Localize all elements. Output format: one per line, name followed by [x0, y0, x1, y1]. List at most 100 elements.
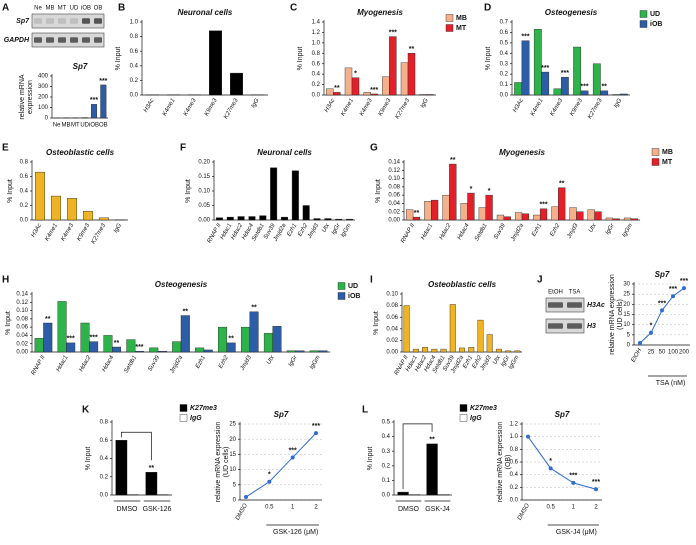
- chart-title: Myogenesis: [499, 148, 545, 157]
- bar: [291, 170, 299, 221]
- panel-label: G: [370, 143, 378, 154]
- bar: [270, 167, 278, 221]
- bar: [594, 211, 602, 221]
- x-tick-label: Ezh1: [531, 223, 543, 238]
- significance: ***: [67, 336, 75, 343]
- x-tick-label: DMSO: [398, 506, 420, 513]
- bar: [437, 494, 449, 496]
- y-axis-label-note: (UD cells): [617, 299, 624, 330]
- y-tick-label: 0.4: [382, 434, 391, 440]
- significance: *: [549, 458, 552, 465]
- y-tick-label: 0.2: [382, 463, 391, 469]
- y-tick-label: 0.4: [510, 472, 519, 478]
- gel-lane-label: OB: [94, 6, 103, 12]
- point: [682, 286, 686, 291]
- y-tick-label: 0.2: [20, 203, 29, 209]
- bar: [576, 211, 584, 221]
- significance: **: [183, 308, 189, 315]
- bar: [112, 346, 122, 353]
- panel-label: I: [370, 275, 373, 286]
- gel-lane-label: iOB: [81, 6, 91, 12]
- significance: **: [414, 210, 420, 217]
- y-tick-label: 0.8: [100, 420, 109, 426]
- significance: ***: [541, 65, 549, 72]
- bar: [351, 77, 360, 96]
- gel-band: [58, 37, 66, 43]
- x-tick-label: 25: [648, 350, 655, 356]
- x-tick-label: K4me1: [340, 98, 355, 117]
- bar: [309, 350, 319, 353]
- y-tick-label: 5: [627, 332, 631, 338]
- x-tick-label: 1: [291, 505, 295, 511]
- bar: [587, 209, 595, 221]
- bar: [558, 187, 566, 221]
- bar: [240, 326, 250, 353]
- x-tick-label: Setdb1: [124, 355, 139, 374]
- y-tick-label: 300: [38, 84, 49, 90]
- gel-band: [34, 18, 42, 24]
- legend-swatch: [337, 292, 346, 300]
- bar: [553, 88, 562, 96]
- bar: [98, 217, 109, 221]
- legend-label: IgG: [190, 415, 202, 422]
- point: [267, 479, 272, 484]
- bar: [514, 212, 523, 221]
- significance: **: [429, 437, 435, 444]
- x-tick-label: 50: [659, 350, 666, 356]
- x-tick-label: 1: [572, 505, 576, 511]
- bar: [422, 347, 429, 353]
- y-tick-label: 1.2: [312, 30, 321, 36]
- bar: [324, 218, 332, 221]
- y-tick-label: 0.10: [386, 292, 398, 298]
- y-axis-label: relative mRNA expression: [215, 422, 222, 503]
- x-tick-label: OB: [99, 123, 108, 129]
- y-axis-label: % Input: [485, 47, 492, 71]
- x-tick-label: H3Ac: [31, 223, 44, 239]
- significance: **: [409, 46, 415, 53]
- legend-label: IgG: [470, 415, 482, 422]
- gel-band: [82, 18, 90, 24]
- bar: [569, 207, 577, 221]
- gel-band: [58, 18, 66, 24]
- significance: **: [334, 85, 340, 92]
- bar: [431, 348, 438, 353]
- x-tick-label: IgGm: [621, 223, 634, 239]
- y-tick-label: 400: [38, 74, 49, 80]
- legend-label: K27me3: [190, 405, 217, 412]
- y-tick-label: 0.0: [510, 498, 519, 504]
- y-tick-label: 0.00: [198, 218, 210, 224]
- x-tick-label: Ezh2: [218, 354, 230, 369]
- x-tick-label: Jmjd3: [306, 222, 320, 240]
- x-tick-label: 0.5: [546, 505, 555, 511]
- y-tick-label: 200: [38, 95, 49, 101]
- y-tick-label: 10: [229, 467, 236, 473]
- legend-swatch: [445, 14, 454, 22]
- x-tick-label: 0.5: [265, 505, 274, 511]
- y-axis-label-note: expression: [27, 80, 34, 114]
- legend-swatch: [639, 10, 648, 18]
- y-tick-label: 0.0: [382, 493, 391, 499]
- bar: [286, 350, 296, 353]
- y-tick-label: 5: [233, 482, 237, 488]
- y-tick-label: 0.06: [386, 315, 398, 321]
- y-tick-label: 0.4: [20, 189, 29, 195]
- bar: [426, 443, 438, 496]
- x-tick-label: K9me3: [76, 222, 91, 242]
- x-tick-label: K4me1: [162, 98, 177, 117]
- x-tick-label: EtOH: [631, 347, 644, 363]
- bar: [382, 76, 390, 96]
- y-tick-label: 0: [233, 498, 237, 504]
- point: [671, 294, 675, 299]
- bar: [412, 216, 421, 221]
- gel-row: [545, 297, 585, 313]
- y-tick-label: 0.7: [500, 20, 509, 26]
- significance: ***: [370, 87, 378, 94]
- bar: [449, 163, 457, 221]
- bar: [541, 71, 550, 96]
- x-tick-label: GSK-126: [143, 506, 172, 513]
- bar: [521, 213, 530, 221]
- y-axis-label: % Input: [85, 447, 92, 471]
- gel-row: [31, 32, 105, 48]
- bar: [424, 201, 432, 221]
- y-tick-label: 0.8: [510, 447, 519, 453]
